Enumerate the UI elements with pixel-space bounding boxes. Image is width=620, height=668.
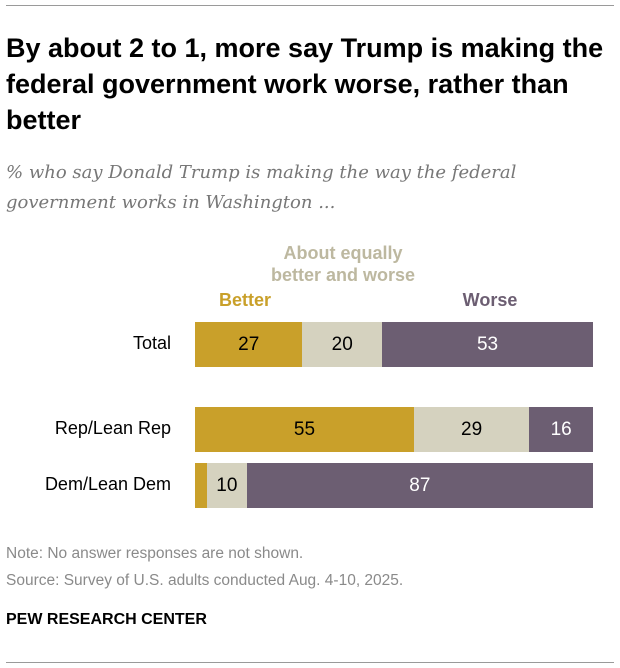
bar-segment: 20 [302, 322, 383, 367]
bar-segment: 87 [246, 463, 593, 508]
bar-segment: 55 [195, 407, 414, 452]
data-label: 29 [461, 418, 483, 440]
bar-segment: 53 [382, 322, 593, 367]
note: Note: No answer responses are not shown. [6, 545, 304, 562]
data-label: 27 [238, 333, 260, 355]
source: Source: Survey of U.S. adults conducted … [6, 572, 404, 589]
bottom-rule [6, 662, 614, 663]
bar-segment: 10 [206, 463, 247, 508]
chart-subtitle: % who say Donald Trump is making the way… [6, 162, 517, 213]
row-label: Dem/Lean Dem [44, 474, 171, 494]
data-label: 55 [293, 418, 316, 440]
brand-logo-text: PEW RESEARCH CENTER [6, 611, 207, 628]
row-label: Rep/Lean Rep [54, 418, 171, 438]
data-label: 10 [216, 474, 238, 496]
legend-equal: About equally better and worse [270, 243, 416, 285]
row-label: Total [132, 333, 171, 353]
bar-segment: 27 [195, 322, 303, 367]
legend-better: Better [218, 290, 271, 310]
bar-segment [195, 463, 207, 508]
data-label: 53 [476, 333, 499, 355]
data-label: 87 [409, 474, 431, 496]
bar-segment: 29 [413, 407, 530, 452]
bar-segment: 16 [529, 407, 593, 452]
chart-title: By about 2 to 1, more say Trump is makin… [6, 33, 604, 135]
top-rule [6, 5, 614, 6]
legend-worse: Worse [462, 290, 518, 310]
data-label: 20 [331, 333, 353, 355]
data-label: 16 [550, 418, 572, 440]
